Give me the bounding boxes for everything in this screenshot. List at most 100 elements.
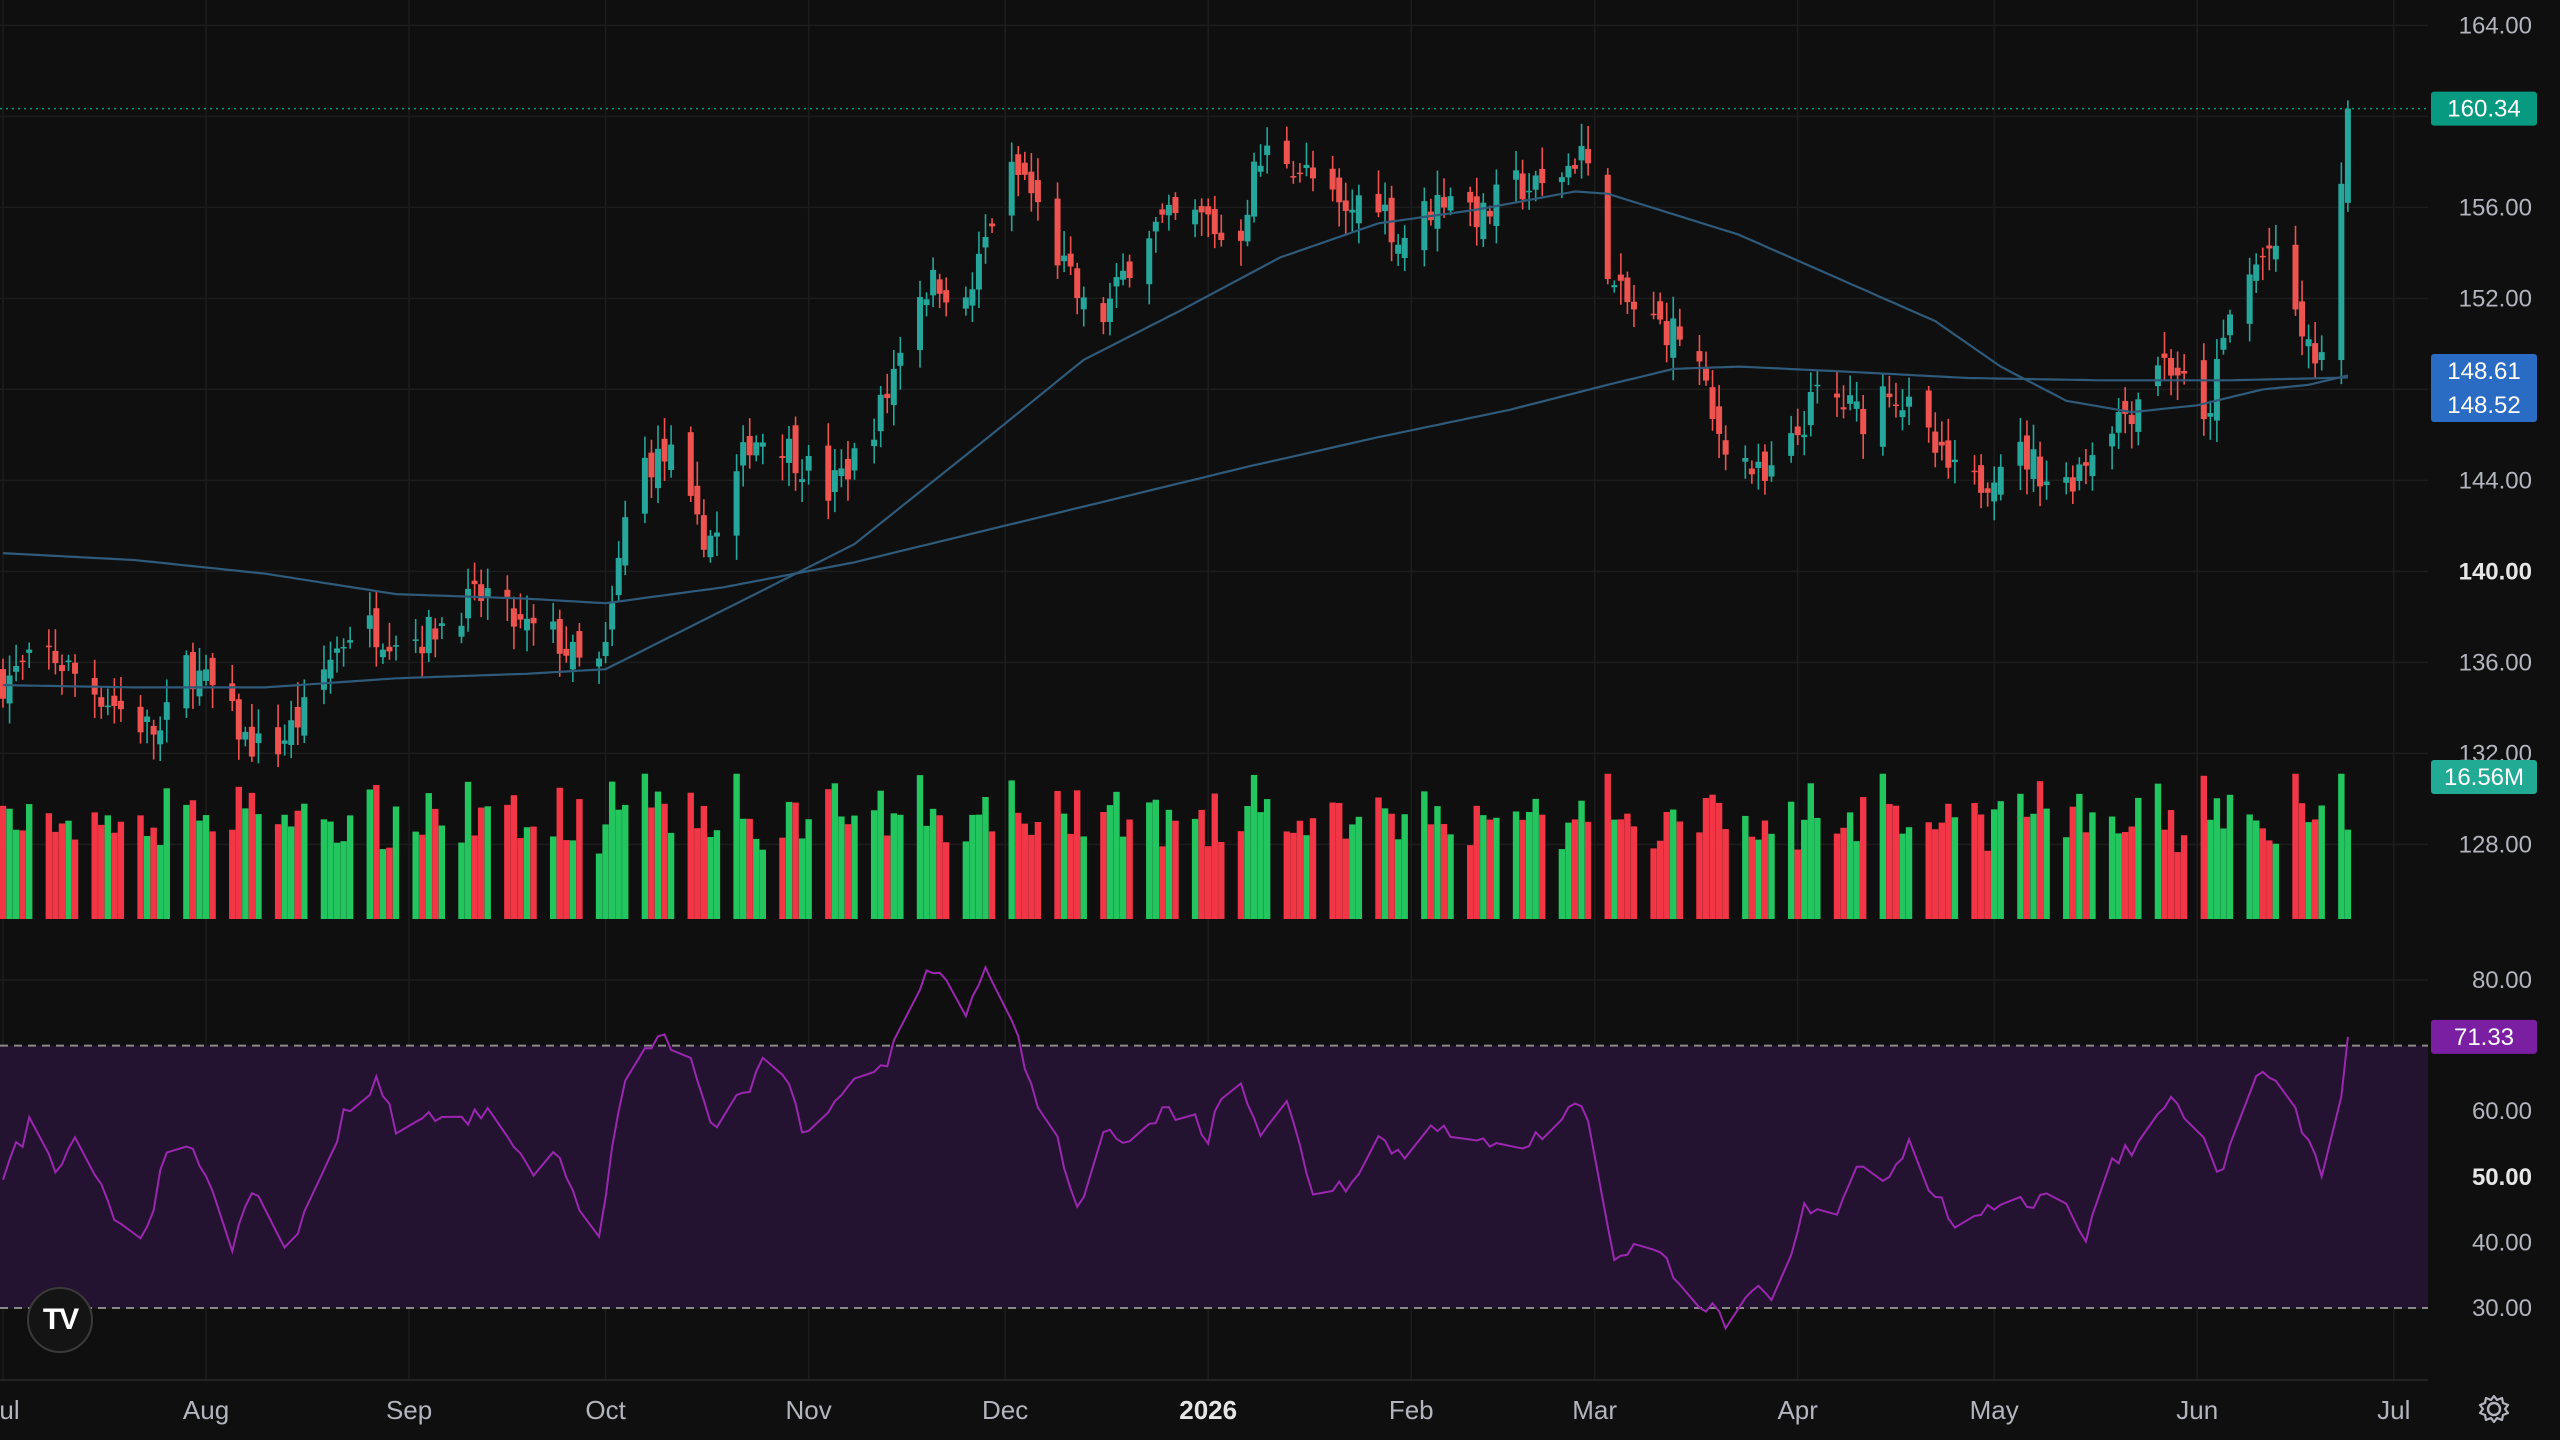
volume-bar [477,807,485,919]
volume-bar [1074,790,1081,919]
volume-bar [851,815,858,919]
candle-body [2023,435,2030,470]
candle-body [556,619,563,654]
volume-bar [550,836,557,919]
volume-bar [1028,834,1035,919]
candle-body [2181,370,2188,374]
volume-bar [1755,839,1762,919]
volume-bar [1604,773,1611,919]
volume-bar [2069,806,2076,919]
candle-body [111,695,118,706]
volume-bar [1630,826,1638,919]
volume-bar [517,837,524,919]
candle-body [2115,412,2122,433]
candle-body [1617,274,1624,281]
tradingview-logo-icon[interactable]: TV [27,1287,93,1353]
slow-ma-badge: 148.52 [2447,392,2520,419]
volume-bar [798,838,806,919]
candle-body [203,669,210,681]
volume-bar [759,849,766,919]
candle-body [576,631,583,658]
volume-bar [1886,803,1893,919]
volume-bar [1427,824,1435,919]
volume-bar [1342,838,1349,919]
candle-body [1218,232,1225,240]
candle-body [1788,433,1795,456]
candle-body [2213,359,2220,421]
volume-bar [2076,793,2083,919]
candle-body [1244,214,1251,242]
candle-body [917,297,923,351]
candle-body [275,727,282,755]
candle-body [2069,477,2076,492]
volume-bar [916,775,924,919]
volume-bar [2089,812,2096,919]
candle-body [255,733,262,744]
candle-body [288,720,295,745]
rsi-line [2,964,2349,1331]
volume-bar [235,786,242,919]
volume-bar [1624,813,1631,919]
volume-bar [1146,802,1153,919]
candle-body [196,670,203,697]
volume-bar [2338,773,2345,919]
candle-body [1296,172,1303,175]
volume-bar [1525,811,1533,919]
time-tick-label: Apr [1777,1395,1818,1425]
candle-body [2220,337,2227,350]
volume-bar [2318,805,2325,919]
time-tick-label: Aug [183,1395,229,1425]
volume-bar [12,829,20,919]
candle-body [425,616,432,654]
volume-bar [1787,801,1795,919]
price-axis[interactable]: 128.00132.00136.00140.00144.00148.00152.… [2459,12,2532,858]
volume-bar [2253,820,2260,919]
candle-body [668,444,675,470]
last-price-badge-background [2431,91,2537,126]
volume-bar [366,789,373,919]
volume-bar [530,826,537,919]
volume-bar [1696,832,1703,919]
candle-body [943,290,950,303]
rsi-axis[interactable]: 30.00 40.00 50.00 60.00 80.00 [2472,967,2532,1322]
candle-body [1486,210,1493,217]
candle-body [13,666,20,672]
gear-icon[interactable] [2478,1393,2510,1425]
volume-bar [1172,820,1179,919]
volume-bar [805,819,812,919]
candle-body [622,517,629,566]
volume-bar [1401,814,1408,919]
candle-body [1205,206,1212,215]
candle-body [45,645,52,648]
candle-body [1703,368,1709,381]
candle-body [1375,193,1382,213]
volume-bar [1571,819,1579,919]
volume-bar [1388,813,1395,919]
candle-body [1794,426,1801,436]
volume-bar [884,835,891,919]
volume-bar [1126,819,1133,919]
volume-bar [2023,816,2031,919]
candle-body [596,658,603,667]
volume-bar [2246,814,2253,919]
volume-bar [1015,812,1022,919]
candle-body [2227,314,2233,336]
volume-bar [1467,845,1474,919]
volume-bar [2135,797,2142,919]
volume-bar [425,793,432,919]
time-axis[interactable]: Jul Aug Sep Oct Nov Dec 2026 Feb Mar Apr May Jun Jul [0,1395,2410,1425]
candle-body [1421,201,1428,251]
volume-bar [622,804,629,919]
volume-bar [1113,791,1120,919]
candle-body [1349,209,1356,213]
volume-bar [1067,833,1074,919]
volume-bar [71,839,79,919]
time-tick-label: Sep [386,1395,432,1425]
volume-bar [1650,848,1657,919]
volume-bar [1722,829,1729,919]
volume-bar [137,815,144,919]
volume-bar [523,827,531,919]
candle-body [150,725,157,735]
candle-body [1290,176,1297,178]
